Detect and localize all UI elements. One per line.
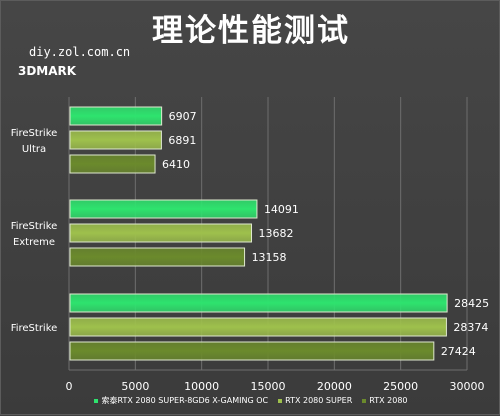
- chart-title: 理论性能测试: [152, 13, 350, 49]
- category-label: FireStrike: [11, 128, 58, 139]
- x-tick-label: 15000: [251, 380, 286, 393]
- x-tick-label: 10000: [184, 380, 219, 393]
- legend-item: RTX 2080 SUPER: [278, 395, 352, 406]
- chart-subtitle: 3DMARK: [18, 64, 77, 78]
- watermark: diy.zol.com.cn: [29, 45, 131, 59]
- data-label: 6410: [162, 158, 190, 171]
- legend-swatch: [362, 398, 367, 403]
- legend-swatch: [94, 398, 99, 403]
- data-label: 6891: [168, 134, 196, 147]
- bar: [69, 199, 258, 219]
- bar: [69, 154, 156, 174]
- x-tick-label: 5000: [121, 380, 149, 393]
- data-label: 28374: [453, 321, 488, 334]
- category-label: FireStrike: [11, 323, 58, 334]
- data-label: 14091: [264, 203, 299, 216]
- data-label: 27424: [441, 345, 476, 358]
- legend-label: RTX 2080: [369, 396, 408, 405]
- bar: [69, 106, 163, 126]
- category-label: Ultra: [22, 144, 46, 155]
- bar: [69, 247, 246, 267]
- legend-item: 索泰RTX 2080 SUPER-8GD6 X-GAMING OC: [94, 395, 268, 406]
- category-label: Extreme: [13, 237, 55, 248]
- legend-label: 索泰RTX 2080 SUPER-8GD6 X-GAMING OC: [101, 396, 269, 405]
- chart-legend: 索泰RTX 2080 SUPER-8GD6 X-GAMING OC RTX 208…: [1, 395, 500, 406]
- data-label: 28425: [454, 297, 489, 310]
- legend-item: RTX 2080: [362, 395, 408, 406]
- legend-swatch: [278, 398, 283, 403]
- data-label: 13158: [252, 251, 287, 264]
- category-label: FireStrike: [11, 221, 58, 232]
- legend-label: RTX 2080 SUPER: [285, 396, 353, 405]
- x-tick-label: 20000: [317, 380, 352, 393]
- x-tick-label: 25000: [383, 380, 418, 393]
- bar: [69, 130, 162, 150]
- x-tick-label: 0: [66, 380, 73, 393]
- bar: [69, 317, 447, 337]
- x-tick-label: 30000: [450, 380, 485, 393]
- bar: [69, 341, 435, 361]
- bar: [69, 293, 448, 313]
- bar: [69, 223, 253, 243]
- data-label: 6907: [169, 110, 197, 123]
- data-label: 13682: [259, 227, 294, 240]
